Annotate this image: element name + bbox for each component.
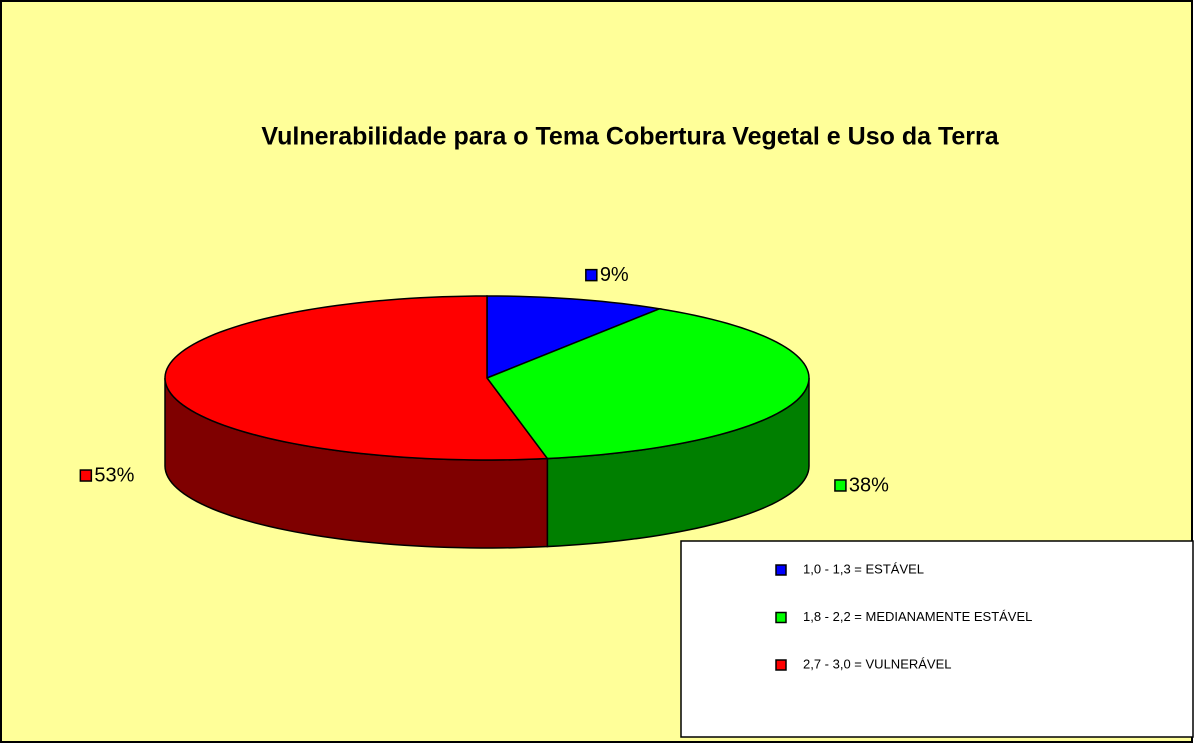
legend-label: 2,7 - 3,0 = VULNERÁVEL bbox=[803, 656, 952, 671]
chart-title: Vulnerabilidade para o Tema Cobertura Ve… bbox=[261, 123, 999, 151]
pie-slice bbox=[485, 307, 810, 460]
data-label: 9% bbox=[600, 264, 629, 286]
data-label-key bbox=[834, 479, 847, 492]
data-label-key bbox=[585, 268, 598, 282]
legend-label: 1,0 - 1,3 = ESTÁVEL bbox=[803, 561, 924, 576]
pie-slice bbox=[486, 295, 663, 380]
data-label: 53% bbox=[94, 464, 134, 486]
legend-box bbox=[680, 540, 1194, 738]
legend-key bbox=[775, 611, 787, 624]
data-label: 38% bbox=[849, 474, 889, 496]
legend-label: 1,8 - 2,2 = MEDIANAMENTE ESTÁVEL bbox=[803, 609, 1032, 624]
pie-slice bbox=[164, 295, 549, 461]
data-label-key bbox=[79, 469, 93, 482]
legend-key bbox=[775, 564, 787, 576]
legend-key bbox=[775, 659, 787, 671]
